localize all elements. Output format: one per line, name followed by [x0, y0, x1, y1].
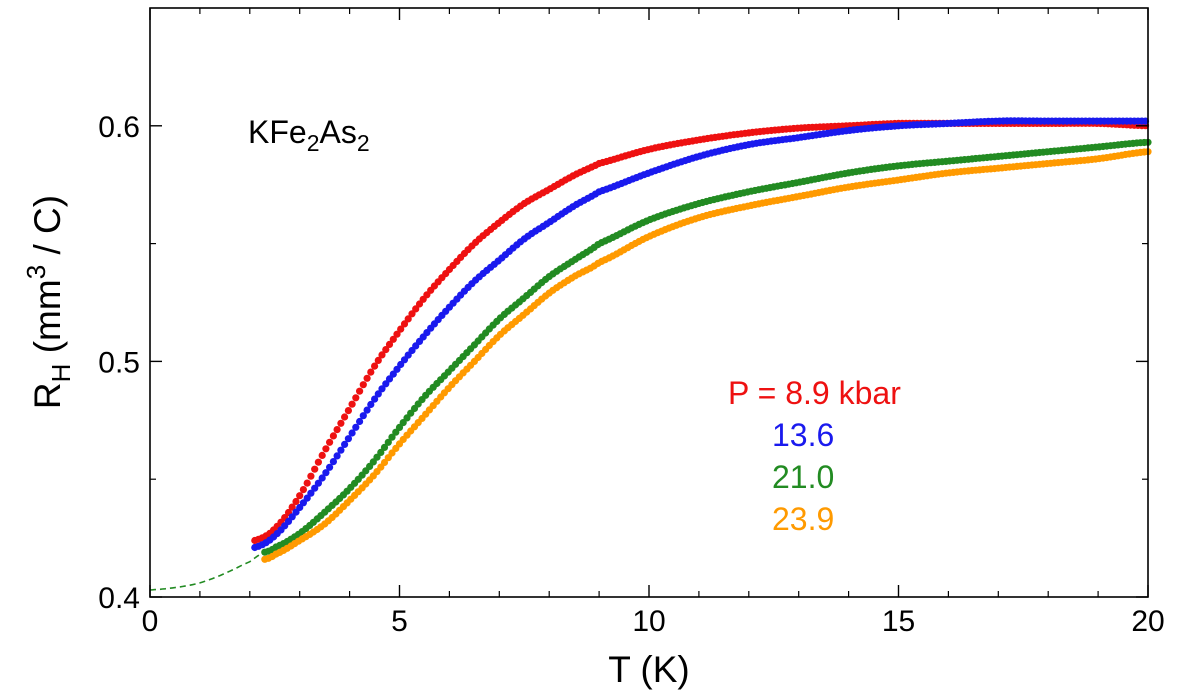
data-point [356, 417, 364, 426]
data-point [314, 479, 322, 487]
data-point [311, 484, 319, 492]
data-point [380, 443, 389, 451]
data-point [326, 438, 334, 446]
series-23.9 [261, 148, 1152, 563]
y-axis-label: RH (mm3 / C) [21, 195, 76, 409]
compound-label: KFe2As2 [248, 114, 370, 156]
data-point [363, 406, 371, 414]
data-point [363, 374, 371, 382]
data-point [344, 435, 352, 443]
data-point [385, 340, 394, 348]
x-axis-label: T (K) [608, 649, 690, 690]
data-point [326, 463, 334, 471]
data-point [341, 440, 349, 448]
data-point [377, 448, 385, 456]
data-point [374, 356, 382, 364]
data-point [333, 426, 341, 434]
data-point [393, 330, 401, 338]
data-point [318, 474, 326, 482]
data-point [333, 452, 341, 460]
data-point [382, 380, 390, 388]
data-point [314, 458, 322, 466]
x-tick-label: 0 [142, 605, 159, 638]
data-point [337, 446, 345, 454]
data-point [288, 503, 296, 511]
data-point [296, 492, 304, 500]
data-point [344, 407, 352, 415]
data-point [400, 320, 409, 328]
legend-entry-13.6: 13.6 [772, 417, 834, 453]
x-tick-label: 5 [391, 605, 408, 638]
data-point [373, 453, 381, 461]
data-point [352, 394, 360, 402]
series-8.9 [251, 119, 1150, 545]
data-point [378, 351, 386, 359]
legend-entry-23.9: 23.9 [772, 501, 834, 537]
data-point [307, 472, 315, 480]
data-point [341, 413, 349, 421]
data-point [303, 494, 311, 502]
data-point [378, 385, 386, 393]
data-point [359, 381, 367, 389]
data-point [374, 390, 382, 398]
series-21.0 [261, 138, 1152, 556]
data-point [367, 368, 375, 376]
y-tick-label: 0.4 [98, 582, 140, 615]
data-point [388, 433, 396, 441]
data-point [329, 432, 337, 440]
data-point [412, 305, 420, 313]
data-point [380, 458, 389, 467]
x-tick-label: 15 [882, 605, 915, 638]
series-13.6 [251, 117, 1150, 552]
data-point [397, 325, 405, 333]
y-tick-label: 0.6 [98, 111, 140, 144]
data-point [389, 335, 397, 343]
data-point [337, 419, 345, 427]
data-point [318, 451, 326, 459]
data-point [299, 486, 307, 494]
data-point [371, 395, 379, 403]
legend-entry-8.9-kbar: P = 8.9 kbar [728, 375, 901, 411]
data-point [384, 438, 392, 446]
data-point [385, 375, 394, 383]
data-point [371, 362, 379, 370]
data-point [348, 400, 356, 408]
data-point [356, 387, 364, 395]
data-point [404, 315, 412, 323]
data-point [359, 412, 367, 420]
data-point [352, 423, 360, 431]
x-tick-label: 10 [632, 605, 665, 638]
data-point [367, 400, 375, 409]
data-point [329, 458, 337, 466]
data-point [382, 346, 390, 354]
data-point [322, 469, 330, 477]
legend: P = 8.9 kbar 13.6 21.0 23.9 [728, 375, 901, 537]
data-point [303, 479, 311, 487]
x-tick-label: 20 [1131, 605, 1164, 638]
data-point [408, 310, 416, 318]
legend-entry-21.0: 21.0 [772, 459, 834, 495]
data-point [307, 489, 315, 497]
fit-line [149, 551, 266, 591]
data-point [348, 429, 356, 437]
y-tick-label: 0.5 [98, 346, 140, 379]
data-point [292, 497, 300, 506]
data-point [311, 465, 319, 473]
data-point [322, 445, 330, 453]
